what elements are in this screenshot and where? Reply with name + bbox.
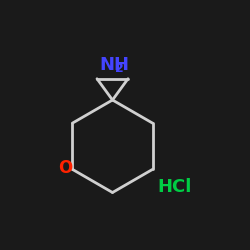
Text: NH: NH bbox=[99, 56, 129, 74]
Text: O: O bbox=[58, 159, 72, 177]
Text: 2: 2 bbox=[114, 62, 123, 76]
Text: HCl: HCl bbox=[158, 178, 192, 196]
